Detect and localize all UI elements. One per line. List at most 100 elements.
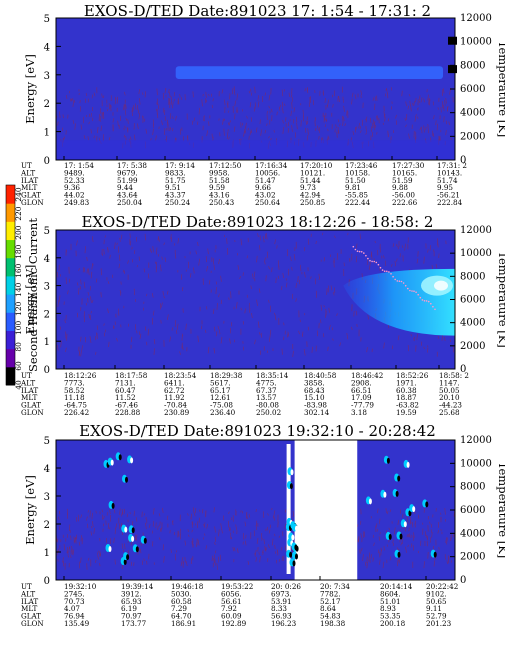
colorbar-tick-label: 100 <box>14 321 23 336</box>
table-cell: 62.72 <box>164 386 185 395</box>
table-cell: 18:58: 2 <box>439 371 469 380</box>
speckle <box>206 130 208 137</box>
speckle <box>123 508 125 515</box>
table-cell: 228.88 <box>115 408 141 417</box>
trace-point <box>430 302 432 305</box>
speckle <box>152 310 155 316</box>
speckle <box>256 537 259 544</box>
speckle <box>284 509 287 513</box>
table-cell: 19:53:22 <box>221 582 253 591</box>
table-cell: 18:40:58 <box>304 371 337 380</box>
table-row-label: MLT <box>21 183 38 192</box>
speckle <box>100 125 103 132</box>
speckle <box>338 95 340 103</box>
speckle <box>298 330 300 335</box>
speckle <box>250 129 253 134</box>
speckle <box>407 344 410 352</box>
speckle <box>371 131 374 137</box>
speckle <box>124 125 126 129</box>
speckle <box>324 124 326 127</box>
speckle <box>145 293 148 297</box>
table-cell: 17:27:30 <box>392 161 425 170</box>
speckle <box>92 263 94 266</box>
table-row-label: ALT <box>20 168 35 177</box>
speckle <box>169 91 171 98</box>
speckle <box>170 549 173 553</box>
speckle <box>444 336 446 341</box>
panel-2: EXOS-D/TED Date:891023 18:12:26 - 18:58:… <box>20 213 505 417</box>
speckle <box>271 507 273 511</box>
speckle <box>57 121 59 126</box>
blob-core <box>395 490 399 497</box>
speckle <box>163 556 165 563</box>
speckle <box>249 102 252 108</box>
table-cell: 7773. <box>64 378 85 387</box>
speckle <box>343 116 345 122</box>
speckle <box>360 533 363 539</box>
table-row-label: ALT <box>20 378 35 387</box>
speckle <box>333 292 335 296</box>
speckle <box>418 95 421 100</box>
table-cell: -64.75 <box>64 401 87 410</box>
speckle <box>123 134 126 138</box>
speckle <box>397 335 400 341</box>
trace-point <box>386 270 388 273</box>
speckle <box>270 108 273 113</box>
colorbar-segment <box>6 312 15 331</box>
speckle <box>282 119 284 124</box>
speckle <box>262 551 264 556</box>
table-cell: -80.08 <box>256 401 279 410</box>
speckle <box>363 531 366 538</box>
speckle <box>370 251 372 257</box>
table-cell: 53.91 <box>271 597 292 606</box>
speckle <box>227 110 230 113</box>
speckle <box>406 534 408 538</box>
speckle <box>360 130 362 134</box>
table-cell: 20:22:42 <box>426 582 458 591</box>
low-energy-region <box>56 140 455 160</box>
speckle <box>336 131 338 138</box>
table-row-label: GLON <box>21 408 44 417</box>
speckle <box>445 120 448 125</box>
blob-core <box>111 502 115 509</box>
speckle <box>257 95 259 101</box>
speckle <box>92 521 94 527</box>
speckle <box>370 554 372 560</box>
speckle <box>87 510 89 513</box>
speckle <box>376 95 378 101</box>
speckle <box>80 124 83 130</box>
speckle <box>292 511 295 516</box>
blob-core <box>289 483 293 490</box>
speckle <box>67 551 69 555</box>
speckle <box>339 342 341 347</box>
speckle <box>408 93 411 97</box>
speckle <box>199 509 201 513</box>
speckle <box>416 258 419 264</box>
speckle <box>95 559 97 563</box>
speckle <box>91 263 93 270</box>
colorbar-tick-label: 80 <box>14 342 23 352</box>
speckle <box>427 94 429 101</box>
speckle <box>193 267 195 274</box>
y2-tick-label: 10000 <box>460 248 492 259</box>
speckle <box>259 555 261 563</box>
speckle <box>377 115 379 120</box>
speckle <box>114 242 116 250</box>
table-cell: 222.44 <box>345 198 371 207</box>
speckle <box>273 129 275 133</box>
speckle <box>228 527 231 531</box>
speckle <box>387 118 390 122</box>
y2-tick-label: 4000 <box>460 528 485 539</box>
speckle <box>365 125 367 132</box>
speckle <box>258 332 261 336</box>
speckle <box>416 333 418 341</box>
speckle <box>78 287 80 295</box>
blob-core <box>403 521 407 528</box>
speckle <box>202 509 204 514</box>
speckle <box>282 272 284 278</box>
y2-tick-label: 6000 <box>460 84 485 95</box>
speckle <box>117 308 120 316</box>
speckle <box>220 523 223 530</box>
speckle <box>223 118 226 122</box>
speckle <box>323 257 326 262</box>
